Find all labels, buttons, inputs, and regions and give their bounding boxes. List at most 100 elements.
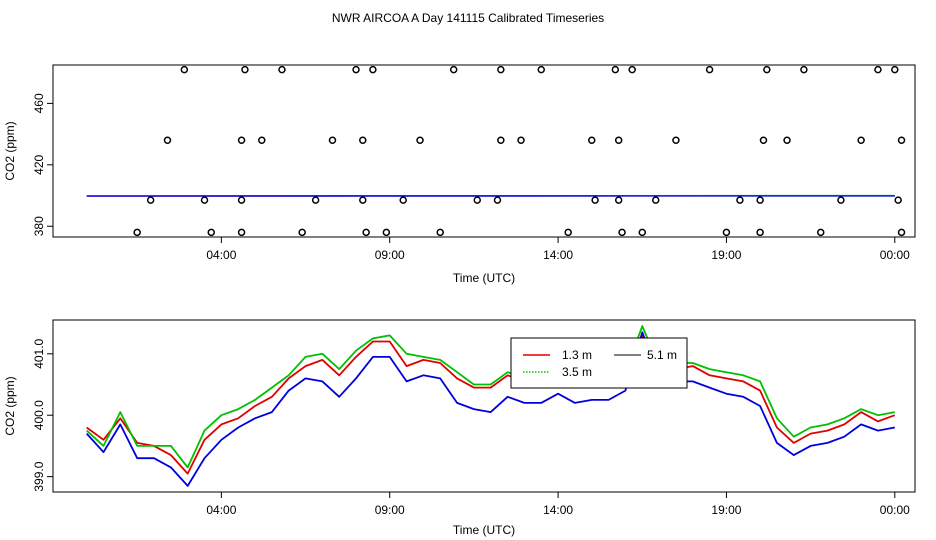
scatter-point	[163, 136, 172, 144]
x-tick-label: 00:00	[880, 503, 910, 517]
scatter-point	[783, 136, 791, 144]
scatter-point	[436, 228, 444, 237]
scatter-point	[352, 65, 360, 74]
scatter-point	[497, 136, 505, 144]
scatter-point	[237, 228, 246, 237]
y-tick-label: 460	[32, 93, 46, 113]
bottom-x-label: Time (UTC)	[453, 523, 515, 537]
scatter-point	[722, 228, 731, 237]
scatter-point	[146, 196, 155, 204]
x-tick-label: 14:00	[543, 503, 573, 517]
bottom-y-label: CO2 (ppm)	[3, 376, 17, 435]
bottom-y-axis: 399.0 400.0 401.0	[32, 338, 53, 492]
scatter-point	[614, 196, 623, 204]
scatter-point	[416, 136, 424, 144]
y-tick-label: 401.0	[32, 338, 46, 368]
scatter-point	[517, 136, 525, 144]
scatter-point	[258, 136, 266, 144]
scatter-point	[207, 228, 216, 237]
scatter-point	[638, 228, 647, 237]
scatter-point	[278, 65, 286, 74]
y-tick-label: 400.0	[32, 400, 46, 430]
x-tick-label: 09:00	[375, 503, 405, 517]
legend-label-3-5m: 3.5 m	[562, 365, 592, 379]
scatter-point	[611, 65, 620, 74]
y-tick-label: 380	[32, 216, 46, 236]
scatter-point	[237, 196, 246, 204]
x-tick-label: 00:00	[880, 248, 910, 262]
bottom-x-axis: 04:00 09:00 14:00 19:00 00:00	[206, 492, 910, 517]
series-line-3-5-m	[86, 325, 895, 469]
scatter-point	[897, 136, 906, 144]
legend-label-5-1m: 5.1 m	[647, 348, 677, 362]
top-series-lines	[86, 194, 895, 197]
x-tick-label: 09:00	[375, 248, 405, 262]
bottom-plot-frame	[52, 319, 916, 493]
scatter-point	[537, 65, 545, 74]
scatter-point	[837, 196, 845, 204]
scatter-point	[369, 65, 377, 74]
legend-box	[510, 337, 688, 389]
scatter-point	[493, 196, 502, 204]
scatter-point	[473, 196, 482, 204]
figure-title: NWR AIRCOA A Day 141115 Calibrated Times…	[332, 11, 604, 25]
scatter-point	[816, 228, 825, 237]
scatter-point	[237, 136, 246, 144]
scatter-point	[298, 228, 306, 237]
scatter-point	[449, 65, 458, 74]
scatter-point	[897, 228, 906, 237]
scatter-point	[628, 65, 636, 74]
bottom-series-lines	[86, 325, 896, 487]
x-tick-label: 04:00	[206, 248, 236, 262]
scatter-point	[651, 196, 660, 204]
series-line-5-1-m	[86, 331, 895, 487]
scatter-point	[756, 228, 764, 237]
scatter-point	[133, 228, 141, 237]
scatter-point	[328, 136, 337, 144]
scatter-point	[362, 228, 370, 237]
scatter-point	[359, 136, 367, 144]
scatter-point	[756, 196, 764, 204]
scatter-point	[736, 196, 744, 204]
scatter-point	[311, 196, 320, 204]
y-tick-label: 420	[32, 154, 46, 174]
scatter-point	[614, 136, 623, 144]
scatter-point	[591, 196, 599, 204]
scatter-point	[763, 65, 771, 74]
top-panel: 380 420 460 04:00 09:00 14:00 19:00 00:00 Time…	[3, 64, 916, 285]
bottom-panel: 399.0 400.0 401.0 04:00 09:00 14:00 19:00 00:0…	[3, 319, 916, 537]
scatter-point	[618, 228, 626, 237]
scatter-point	[180, 65, 189, 74]
scatter-point	[588, 136, 596, 144]
legend: 1.3 m 3.5 m 5.1 m	[510, 337, 688, 389]
top-scatter-points	[133, 65, 906, 237]
scatter-point	[705, 65, 714, 74]
scatter-point	[857, 136, 865, 144]
scatter-point	[800, 65, 808, 74]
scatter-point	[894, 196, 902, 204]
top-y-axis: 380 420 460	[32, 93, 53, 236]
y-tick-label: 399.0	[32, 461, 46, 491]
x-tick-label: 04:00	[206, 503, 236, 517]
top-plot-frame	[52, 64, 916, 238]
scatter-point	[497, 65, 505, 74]
scatter-point	[759, 136, 768, 144]
top-x-axis: 04:00 09:00 14:00 19:00 00:00	[206, 237, 910, 262]
series-line-1-3-m	[86, 334, 896, 475]
scatter-point	[874, 65, 882, 74]
top-y-label: CO2 (ppm)	[3, 121, 17, 180]
top-x-label: Time (UTC)	[453, 271, 515, 285]
scatter-point	[241, 65, 249, 74]
scatter-point	[672, 136, 680, 144]
scatter-point	[564, 228, 572, 237]
scatter-point	[382, 228, 391, 237]
scatter-point	[200, 196, 209, 204]
scatter-point	[359, 196, 367, 204]
scatter-point	[399, 196, 407, 204]
x-tick-label: 19:00	[711, 503, 741, 517]
scatter-point	[891, 65, 899, 74]
legend-label-1-3m: 1.3 m	[562, 348, 592, 362]
x-tick-label: 14:00	[543, 248, 573, 262]
x-tick-label: 19:00	[711, 248, 741, 262]
